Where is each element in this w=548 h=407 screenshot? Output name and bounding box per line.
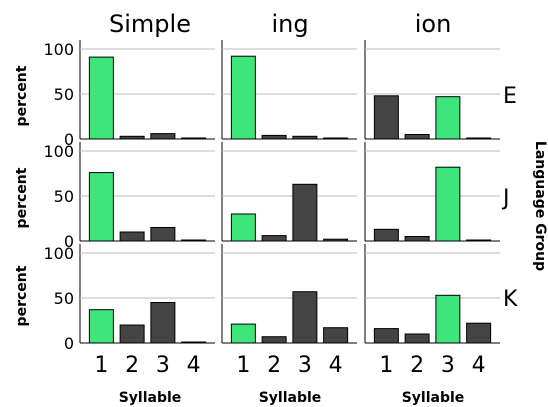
bar-j-simple-syllable-1 [88, 172, 114, 242]
bar-j-simple-syllable-4 [181, 239, 207, 242]
x-tick-ion-3: 3 [441, 353, 455, 378]
y-tick-row-k-50: 50 [54, 289, 74, 308]
x-tick-ing-4: 4 [329, 353, 343, 378]
x-axis-label-col-2: Syllable [259, 390, 322, 406]
bar-e-ion-syllable-3 [435, 96, 461, 140]
bar-j-ing-syllable-1 [230, 213, 256, 242]
bar-j-ion-syllable-1 [373, 228, 399, 242]
bar-e-ion-syllable-2 [404, 134, 430, 140]
bar-k-ion-syllable-2 [404, 333, 430, 344]
bar-k-simple-syllable-2 [119, 324, 145, 344]
bar-k-simple-syllable-4 [181, 341, 207, 344]
bar-e-simple-syllable-2 [119, 135, 145, 140]
x-tick-simple-4: 4 [187, 353, 201, 378]
y-tick-row-e-50: 50 [54, 85, 74, 104]
column-title-simple: Simple [109, 10, 191, 38]
bar-j-ion-syllable-3 [435, 166, 461, 242]
bar-e-ion-syllable-4 [466, 137, 492, 140]
bar-j-ion-syllable-4 [466, 239, 492, 242]
bar-k-simple-syllable-3 [150, 302, 176, 344]
x-tick-simple-2: 2 [125, 353, 139, 378]
bar-e-ing-syllable-1 [230, 55, 256, 140]
y-tick-row-k-100: 100 [43, 244, 74, 263]
x-tick-ing-3: 3 [298, 353, 312, 378]
row-label-j: J [501, 186, 510, 211]
bar-k-ing-syllable-2 [261, 336, 287, 344]
y-tick-row-j-0: 0 [64, 232, 74, 251]
x-tick-ion-4: 4 [472, 353, 486, 378]
bar-e-simple-syllable-3 [150, 133, 176, 140]
y-axis-label-row-3: percent [14, 265, 30, 326]
x-axis-label-col-3: Syllable [402, 390, 465, 406]
bar-e-simple-syllable-1 [88, 56, 114, 140]
x-tick-ing-2: 2 [267, 353, 281, 378]
bar-e-ing-syllable-3 [292, 135, 318, 140]
bar-j-ing-syllable-4 [323, 238, 349, 242]
y-tick-row-e-100: 100 [43, 40, 74, 59]
row-label-k: K [503, 287, 518, 312]
x-tick-ing-1: 1 [236, 353, 250, 378]
x-tick-simple-1: 1 [94, 353, 108, 378]
y-tick-row-j-100: 100 [43, 142, 74, 161]
column-title-ion: ion [415, 10, 452, 38]
bar-e-ing-syllable-2 [261, 134, 287, 140]
x-tick-ion-1: 1 [379, 353, 393, 378]
bar-k-ion-syllable-4 [466, 322, 492, 344]
bar-e-ing-syllable-4 [323, 137, 349, 140]
y-tick-row-k-0: 0 [64, 334, 74, 353]
x-tick-simple-3: 3 [156, 353, 170, 378]
x-tick-ion-2: 2 [410, 353, 424, 378]
bar-e-ion-syllable-1 [373, 95, 399, 140]
bar-k-ing-syllable-1 [230, 323, 256, 344]
bar-k-simple-syllable-1 [88, 309, 114, 344]
bar-k-ion-syllable-3 [435, 294, 461, 344]
bar-j-ing-syllable-3 [292, 183, 318, 242]
row-axis-label: Language Group [532, 141, 548, 271]
bar-k-ion-syllable-1 [373, 328, 399, 344]
y-tick-row-j-50: 50 [54, 187, 74, 206]
bar-j-simple-syllable-2 [119, 231, 145, 242]
column-title-ing: ing [271, 10, 308, 38]
y-axis-label-row-2: percent [14, 167, 30, 228]
bar-e-simple-syllable-4 [181, 137, 207, 140]
bar-k-ing-syllable-4 [323, 327, 349, 344]
y-axis-label-row-1: percent [14, 65, 30, 126]
bar-k-ing-syllable-3 [292, 291, 318, 344]
x-axis-label-col-1: Syllable [119, 390, 182, 406]
y-tick-row-e-0: 0 [64, 130, 74, 149]
bar-j-ion-syllable-2 [404, 236, 430, 242]
bar-j-simple-syllable-3 [150, 227, 176, 242]
bar-j-ing-syllable-2 [261, 235, 287, 242]
row-label-e: E [503, 84, 517, 109]
